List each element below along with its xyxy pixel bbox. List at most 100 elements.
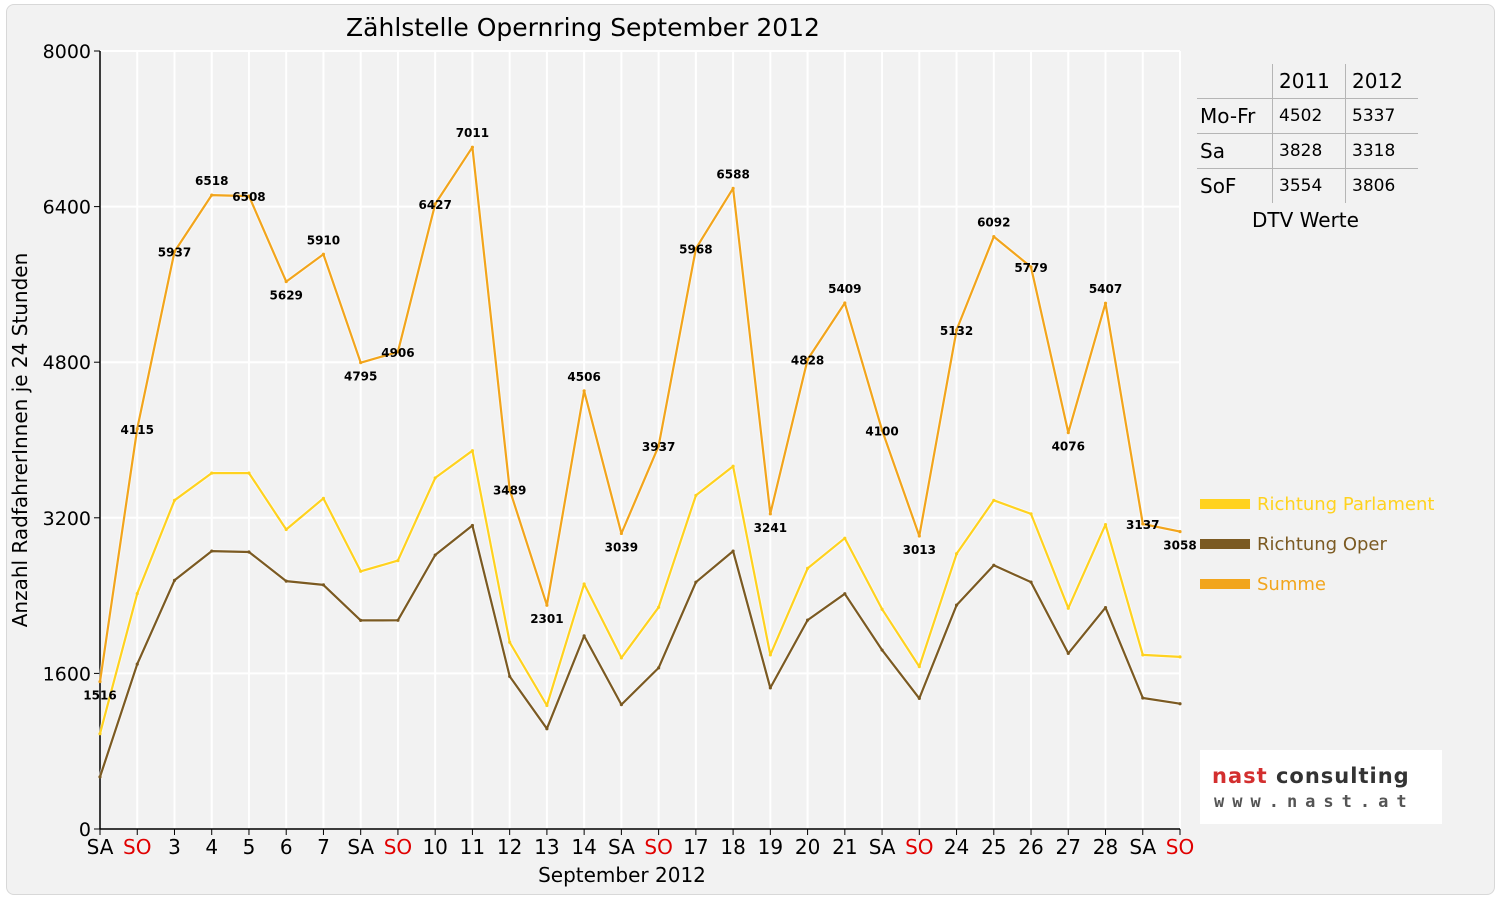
data-point [1178,702,1182,706]
x-tick-label: SO [384,835,412,859]
logo-url: www.nast.at [1214,792,1415,812]
data-point [694,247,698,251]
dtv-row-sof: SoF 3554 3806 [1197,168,1418,203]
data-point [135,427,139,431]
data-label: 3013 [903,543,936,557]
data-point [1141,696,1145,700]
x-tick-label: 20 [795,835,820,859]
x-tick-label: 10 [422,835,447,859]
data-point [98,679,102,684]
dtv-value: 5337 [1345,98,1418,134]
x-tick-label: SO [1166,835,1194,859]
data-point [1029,512,1033,516]
data-label: 5409 [828,282,861,296]
data-point [508,488,512,492]
dtv-row-label: SoF [1197,168,1273,203]
data-point [1029,265,1033,269]
data-label: 4100 [865,424,898,438]
data-point [880,428,884,432]
x-tick-label: 25 [981,835,1006,859]
data-point [98,732,102,736]
data-point [284,579,288,583]
series-line [98,524,1181,778]
x-tick-label: 14 [571,835,596,859]
dtv-row-sa: Sa 3828 3318 [1197,133,1418,169]
data-label: 6092 [977,216,1010,230]
data-point [508,674,512,679]
data-point [508,640,512,644]
data-point [545,703,549,708]
dtv-value: 3828 [1272,133,1346,169]
data-point [98,775,102,779]
data-point [284,527,288,532]
data-point [1141,653,1145,657]
data-label: 5937 [158,246,191,260]
y-axis-label: Anzahl RadfahrerInnen je 24 Stunden [8,253,32,628]
data-point [731,186,735,190]
data-point [619,531,623,536]
data-point [843,301,847,305]
data-point [657,605,661,609]
x-tick-label: SA [869,835,896,859]
x-tick-label: SA [608,835,635,859]
legend-swatch [1200,539,1250,549]
data-label: 3241 [754,521,787,535]
dtv-table: 2011 2012 Mo-Fr 4502 5337 Sa 3828 3318 S… [1197,64,1418,203]
data-point [768,686,772,690]
data-label: 1516 [83,689,116,703]
x-tick-label: 21 [832,835,857,859]
data-point [359,569,363,573]
data-point [992,498,996,502]
data-point [396,618,400,622]
x-tick-label: 4 [205,835,218,859]
x-tick-label: 28 [1093,835,1118,859]
x-tick-label: SA [347,835,374,859]
data-point [172,498,177,502]
data-point [247,194,251,198]
dtv-value: 3806 [1345,168,1418,203]
data-label: 5968 [679,243,712,257]
data-label: 4828 [791,353,824,367]
data-point [1178,655,1182,659]
data-point [247,471,251,475]
dtv-row-label: Mo-Fr [1197,98,1273,134]
data-point [1029,580,1033,584]
data-point [954,603,959,607]
data-point [321,252,326,256]
y-tick-label: 4800 [43,352,91,374]
data-label: 2301 [530,612,563,626]
data-label: 4506 [567,370,600,384]
data-label: 3489 [493,484,526,498]
legend-label: Richtung Oper [1257,534,1388,555]
chart-title: Zählstelle Opernring September 2012 [346,13,820,42]
y-tick-label: 3200 [43,508,91,530]
x-tick-label: 3 [168,835,181,859]
x-tick-label: 13 [534,835,559,859]
legend-label: Summe [1257,574,1326,595]
x-tick-label: SA [87,835,114,859]
y-tick-label: 8000 [43,41,91,63]
logo-name-part2: consulting [1267,764,1410,788]
data-point [359,618,363,622]
data-label: 5629 [270,289,303,303]
x-tick-label: 18 [720,835,745,859]
x-tick-label: 12 [497,835,522,859]
data-point [172,250,177,254]
dtv-row-mofr: Mo-Fr 4502 5337 [1197,98,1418,134]
data-point [731,464,735,468]
data-label: 6508 [232,190,265,204]
data-point [992,563,996,567]
series-line [98,146,1181,682]
data-point [321,496,326,500]
x-tick-label: 11 [460,835,485,859]
data-point [433,476,437,480]
data-point [805,618,810,622]
data-point [582,389,586,393]
data-point [619,656,623,660]
data-point [1141,522,1145,526]
x-tick-label: SO [905,835,933,859]
dtv-value: 4502 [1272,98,1346,134]
data-point [694,493,698,498]
data-point [321,583,326,587]
data-point [917,534,921,538]
